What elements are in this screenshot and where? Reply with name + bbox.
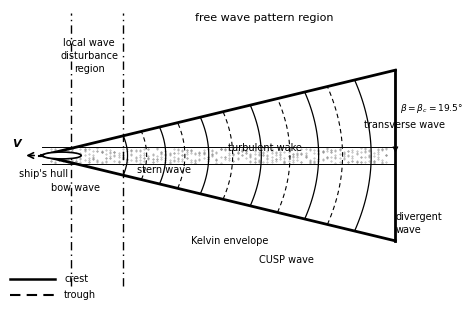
- Text: local wave
disturbance
region: local wave disturbance region: [60, 38, 118, 74]
- Text: trough: trough: [64, 290, 96, 300]
- Text: stern wave: stern wave: [137, 165, 191, 175]
- Text: ship's hull: ship's hull: [19, 169, 68, 179]
- Text: free wave pattern region: free wave pattern region: [195, 13, 333, 23]
- Ellipse shape: [43, 152, 81, 159]
- Text: crest: crest: [64, 274, 88, 284]
- Text: $\beta=\beta_c=19.5°$: $\beta=\beta_c=19.5°$: [400, 102, 463, 115]
- Text: transverse wave: transverse wave: [364, 119, 445, 130]
- Text: CUSP wave: CUSP wave: [259, 255, 314, 265]
- Text: V: V: [12, 139, 21, 149]
- Text: divergent
wave: divergent wave: [395, 212, 442, 235]
- Text: turbulent wake: turbulent wake: [228, 143, 301, 153]
- Text: bow wave: bow wave: [51, 183, 100, 193]
- Text: Kelvin envelope: Kelvin envelope: [191, 236, 269, 246]
